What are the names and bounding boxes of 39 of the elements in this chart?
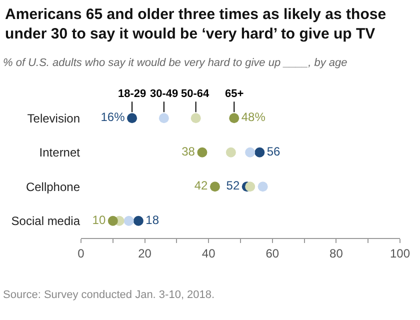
x-tick-label: 100 <box>390 246 410 260</box>
data-label: 10 <box>92 212 106 227</box>
y-tick-label: Internet <box>39 146 81 160</box>
point <box>245 147 256 158</box>
series-label: 18-29 <box>118 88 146 100</box>
y-tick-label: Social media <box>11 214 80 228</box>
point <box>245 182 256 192</box>
point <box>127 113 138 124</box>
data-label: 48% <box>241 110 266 124</box>
point <box>254 147 265 158</box>
x-tick-label: 80 <box>330 246 344 260</box>
chart-title: Americans 65 and older three times as likely as those under 30 to say it would be ‘very hard’ to give up TV <box>5 6 386 43</box>
point <box>133 216 144 226</box>
data-label: 18 <box>146 212 160 227</box>
point <box>108 216 118 226</box>
point <box>197 147 208 158</box>
point <box>190 113 201 124</box>
point <box>210 182 220 192</box>
data-label: 16% <box>100 110 126 124</box>
point <box>229 113 240 124</box>
x-tick-label: 0 <box>78 246 85 260</box>
data-label: 42 <box>194 178 208 193</box>
x-tick-label: 60 <box>266 246 280 260</box>
data-label: 38 <box>182 144 196 158</box>
data-label: 52 <box>226 178 240 193</box>
x-tick-label: 40 <box>202 246 216 260</box>
point <box>258 182 268 192</box>
series-label: 65+ <box>225 88 244 100</box>
series-label: 30-49 <box>150 88 178 100</box>
data-label: 56 <box>266 144 281 158</box>
x-tick-label: 20 <box>138 246 152 260</box>
y-tick-label: Television <box>27 111 80 126</box>
series-label: 50-64 <box>181 88 210 100</box>
point <box>226 147 236 158</box>
point <box>158 113 169 124</box>
source-note: Source: Survey conducted Jan. 3-10, 2018. <box>3 289 215 301</box>
point <box>124 216 134 226</box>
y-tick-label: Cellphone <box>26 180 80 194</box>
chart-subtitle: % of U.S. adults who say it would be very hard to give up ____, by age <box>3 57 348 69</box>
